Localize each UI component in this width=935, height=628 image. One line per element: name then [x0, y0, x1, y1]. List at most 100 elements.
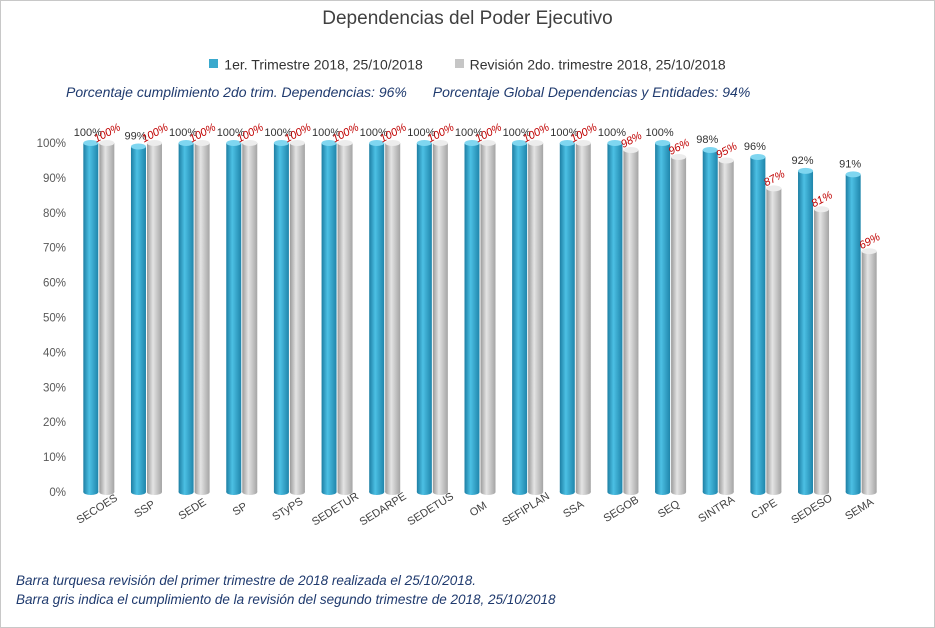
y-tick-label: 90% — [43, 173, 66, 185]
legend-item-series-2: Revisión 2do. trimestre 2018, 25/10/2018 — [454, 55, 726, 72]
x-tick-label: OM — [468, 500, 489, 520]
x-tick-label: SSA — [561, 498, 587, 520]
x-tick-label: SEQ — [656, 498, 682, 521]
bar-cap-series-2-SEFIPLAN — [528, 140, 544, 146]
bar-cap-series-2-OM — [480, 140, 496, 146]
bar-series-1-SEGOB — [607, 143, 623, 492]
bar-base-series-2-SEDARPE — [385, 489, 401, 495]
data-label-series-1-SEDARPE: 100% — [360, 127, 388, 139]
data-label-series-1-SEDESO: 92% — [792, 155, 814, 167]
data-label-series-1-SEDE: 100% — [169, 127, 197, 139]
x-tick-label: SP — [231, 500, 250, 518]
bar-cap-series-2-SEDETUR — [337, 140, 353, 146]
bar-base-series-2-SEGOB — [623, 489, 639, 495]
legend-swatch-series-1 — [209, 59, 219, 69]
bar-base-series-2-SEQ — [671, 489, 687, 495]
x-tick-label: SSP — [132, 499, 157, 521]
bar-series-2-SEDESO — [814, 209, 830, 492]
x-tick-label: SEDETUR — [310, 490, 361, 528]
bar-cap-series-1-SEDE — [178, 140, 194, 146]
bar-base-series-1-SEGOB — [607, 489, 623, 495]
footnotes: Barra turquesa revisión del primer trime… — [16, 571, 556, 609]
bar-series-2-SEDETUR — [337, 143, 353, 492]
bar-cap-series-1-SEQ — [655, 140, 671, 146]
y-tick-label: 60% — [43, 278, 66, 290]
bar-cap-series-1-SEDARPE — [369, 140, 385, 146]
y-tick-label: 70% — [43, 243, 66, 255]
bar-series-1-SEDESO — [798, 170, 814, 493]
bar-series-2-SEFIPLAN — [528, 143, 544, 492]
x-tick-label: SEGOB — [602, 494, 642, 525]
data-label-series-1-CJPE: 96% — [744, 141, 766, 153]
bar-cap-series-1-CJPE — [750, 153, 766, 160]
x-tick-label: SEMA — [843, 496, 876, 523]
bar-series-2-SSP — [146, 143, 162, 492]
bar-base-series-2-SEMA — [861, 489, 877, 495]
y-tick-label: 30% — [43, 382, 66, 394]
bar-series-1-SEFIPLAN — [512, 143, 528, 492]
bars — [83, 140, 877, 495]
bar-series-2-SINTRA — [718, 160, 734, 492]
bar-base-series-2-CJPE — [766, 489, 782, 495]
bar-base-series-1-SEDESO — [798, 489, 814, 495]
bar-base-series-1-SECOES — [83, 489, 99, 495]
x-tick-label: SEDETUS — [406, 491, 456, 529]
stat-cumplimiento: Porcentaje cumplimiento 2do trim. Depend… — [66, 84, 407, 100]
bar-cap-series-1-SSA — [559, 140, 575, 146]
y-tick-label: 20% — [43, 417, 66, 429]
bar-series-2-SEDE — [194, 143, 210, 492]
bar-series-2-CJPE — [766, 188, 782, 492]
bar-cap-series-1-SEGOB — [607, 140, 623, 146]
data-label-series-1-SEGOB: 100% — [598, 127, 626, 139]
bar-series-2-SEQ — [671, 156, 687, 492]
bar-cap-series-1-SEMA — [845, 171, 861, 178]
legend-item-series-1: 1er. Trimestre 2018, 25/10/2018 — [209, 55, 423, 72]
bar-base-series-1-SEDETUR — [321, 489, 337, 495]
bar-series-1-OM — [464, 143, 480, 492]
bar-series-1-SEDETUR — [321, 143, 337, 492]
stats-line: Porcentaje cumplimiento 2do trim. Depend… — [66, 84, 772, 100]
bar-base-series-2-SSP — [146, 489, 162, 495]
bar-cap-series-1-SINTRA — [702, 146, 718, 153]
y-tick-label: 40% — [43, 347, 66, 359]
bar-base-series-2-SSA — [575, 489, 591, 495]
bar-cap-series-1-SEDESO — [798, 167, 814, 174]
bar-series-1-SEDETUS — [416, 143, 432, 492]
x-axis: SECOES SSP SEDE SP STyPS SEDETURSEDARPESEDETU… — [75, 490, 877, 528]
bar-series-2-OM — [480, 143, 496, 492]
bar-cap-series-2-SSP — [146, 140, 162, 146]
bar-cap-series-1-SEDETUS — [416, 140, 432, 146]
y-tick-label: 0% — [49, 487, 66, 499]
bar-cap-series-2-SEDETUS — [432, 140, 448, 146]
bar-base-series-2-SEDE — [194, 489, 210, 495]
bar-cap-series-2-SEDE — [194, 140, 210, 146]
x-tick-label: STyPS — [270, 495, 305, 523]
bar-cap-series-1-SEFIPLAN — [512, 140, 528, 146]
bar-cap-series-2-STyPS — [289, 140, 305, 146]
bar-series-2-STyPS — [289, 143, 305, 492]
stat-global: Porcentaje Global Dependencias y Entidad… — [432, 84, 751, 100]
legend-label-series-2: Revisión 2do. trimestre 2018, 25/10/2018 — [469, 55, 726, 72]
bar-base-series-1-SEQ — [655, 489, 671, 495]
data-label-series-1-SEFIPLAN: 100% — [503, 127, 531, 139]
bar-series-2-SP — [242, 143, 258, 492]
bar-cap-series-1-SECOES — [83, 140, 99, 146]
bar-base-series-1-SP — [226, 489, 242, 495]
data-label-series-1-SP: 100% — [217, 127, 245, 139]
y-axis: 0% 10% 20% 30% 40% 50% 60% 70% 80% 90% 100% — [37, 138, 66, 499]
bar-cap-series-2-SSA — [575, 140, 591, 146]
bar-series-1-CJPE — [750, 156, 766, 492]
bar-series-1-SEDE — [178, 143, 194, 492]
bar-base-series-1-SINTRA — [702, 489, 718, 495]
data-label-series-1-SEQ: 100% — [646, 127, 674, 139]
bar-base-series-1-SEFIPLAN — [512, 489, 528, 495]
x-tick-label: SINTRA — [696, 493, 737, 525]
data-label-series-1-SEMA: 91% — [839, 158, 861, 170]
y-tick-label: 10% — [43, 452, 66, 464]
data-label-series-1-SECOES: 100% — [74, 127, 102, 139]
bar-base-series-1-SEDE — [178, 489, 194, 495]
bar-cap-series-2-SEQ — [671, 153, 687, 160]
bar-series-1-SSA — [559, 143, 575, 492]
bar-series-2-SEMA — [861, 251, 877, 492]
